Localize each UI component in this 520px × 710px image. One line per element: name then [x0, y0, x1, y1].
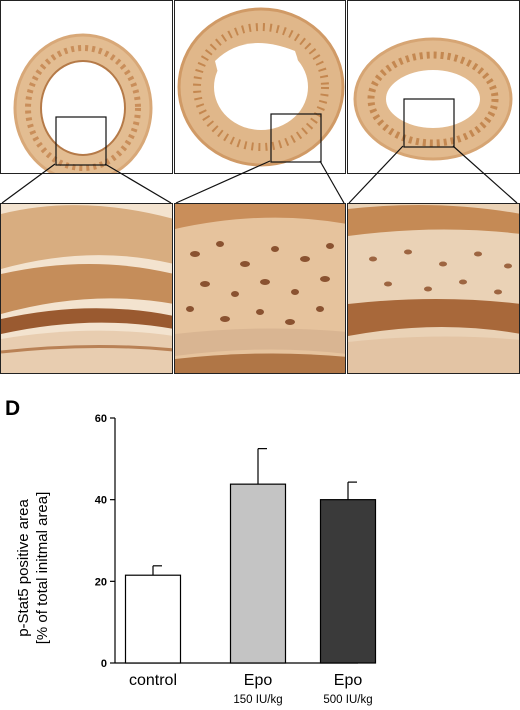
bar-2	[319, 499, 377, 664]
zoom-box-b	[270, 113, 322, 163]
x-category-sublabel: 150 IU/kg	[233, 694, 282, 706]
bar-0	[124, 574, 182, 664]
y-axis-label-line2: [% of total initmal area]	[34, 492, 51, 645]
micrograph-c-overview	[347, 0, 520, 174]
micrograph-c-magnified	[347, 203, 520, 374]
micrograph-a-magnified	[0, 203, 173, 374]
x-category-label: control	[129, 672, 177, 689]
tissue-layers-c	[348, 204, 519, 373]
tissue-layers-b	[175, 204, 345, 373]
y-axis-label: p-Stat5 positive area [% of total initma…	[15, 492, 51, 645]
zoom-connector-lines	[1, 145, 518, 204]
x-category-label: Epo	[244, 672, 273, 689]
micrograph-a-overview	[0, 0, 173, 174]
tissue-layers-a	[1, 204, 172, 373]
bar-1	[229, 483, 287, 664]
vessel-ring-b	[177, 7, 345, 167]
y-tick-label: 0	[101, 658, 107, 670]
micrograph-b-magnified	[174, 203, 346, 374]
y-tick-label: 20	[95, 576, 107, 588]
panel-letter-d: D	[5, 397, 21, 420]
zoom-box-c	[403, 98, 455, 148]
zoom-box-a	[55, 116, 107, 166]
x-category-label: Epo	[334, 672, 363, 689]
x-category-sublabel: 500 IU/kg	[323, 694, 372, 706]
bar-chart: p-Stat5 positive area [% of total initma…	[15, 413, 377, 706]
y-axis-label-line1: p-Stat5 positive area	[15, 499, 32, 637]
y-tick-label: 40	[95, 495, 107, 507]
y-tick-label: 60	[95, 413, 107, 425]
micrograph-b-overview	[174, 0, 346, 174]
vessel-ring-a	[13, 33, 153, 173]
vessel-ring-c	[353, 37, 513, 161]
